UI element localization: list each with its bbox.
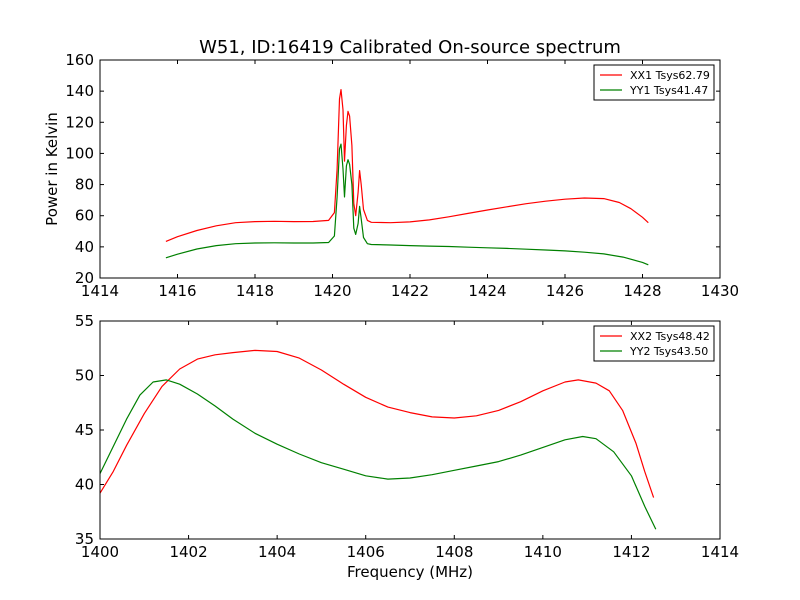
x-tick-label: 1428 [623, 282, 661, 300]
y-tick-label: 100 [65, 144, 94, 162]
legend-entry: YY2 Tsys43.50 [629, 345, 708, 358]
y-tick-label: 60 [75, 207, 94, 225]
lower-subplot: 1400 1402 1404 1406 1408 1410 1412 1414 35 40 45 50… [75, 312, 739, 581]
chart-title: W51, ID:16419 Calibrated On-source spect… [199, 37, 621, 58]
x-tick-label: 1414 [701, 543, 739, 561]
legend-entry: YY1 Tsys41.47 [629, 84, 708, 97]
y-tick-label: 80 [75, 176, 94, 194]
x-tick-label: 1404 [258, 543, 296, 561]
x-tick-label: 1418 [236, 282, 274, 300]
upper-subplot: 1414 1416 1418 1420 1422 1424 1426 1428 1430 20 40… [43, 51, 739, 300]
y-tick-label: 55 [75, 312, 94, 330]
y-tick-label: 35 [75, 530, 94, 548]
x-tick-label: 1422 [391, 282, 429, 300]
y-tick-label: 50 [75, 367, 94, 385]
series-line-yy-1 [165, 143, 649, 266]
y-tick-label: 140 [65, 82, 94, 100]
y-tick-label: 160 [65, 51, 94, 69]
series-line-xx-1 [165, 89, 649, 242]
legend-box [593, 64, 715, 101]
x-tick-label: 1420 [313, 282, 351, 300]
y-tick-label: 40 [75, 238, 94, 256]
legend-entry: XX1 Tsys62.79 [630, 69, 710, 82]
x-tick-label: 1410 [524, 543, 562, 561]
legend-entry: XX2 Tsys48.42 [630, 330, 710, 343]
x-axis-label: Frequency (MHz) [347, 563, 473, 581]
x-tick-label: 1416 [158, 282, 196, 300]
x-tick-label: 1424 [468, 282, 506, 300]
series-line-xx-2 [99, 349, 655, 498]
y-tick-label: 40 [75, 476, 94, 494]
legend: XX1 Tsys62.79 YY1 Tsys41.47 [593, 64, 715, 101]
legend: XX2 Tsys48.42 YY2 Tsys43.50 [593, 325, 715, 362]
x-tick-label: 1400 [81, 543, 119, 561]
x-tick-label: 1408 [435, 543, 473, 561]
y-tick-label: 20 [75, 269, 94, 287]
series-line-yy-2 [99, 379, 657, 530]
y-tick-label: 120 [65, 113, 94, 131]
x-tick-label: 1414 [81, 282, 119, 300]
y-tick-label: 45 [75, 421, 94, 439]
x-tick-label: 1412 [612, 543, 650, 561]
x-tick-label: 1406 [347, 543, 385, 561]
x-tick-label: 1426 [546, 282, 584, 300]
legend-box [593, 325, 715, 362]
x-tick-label: 1430 [701, 282, 739, 300]
y-axis-label: Power in Kelvin [43, 112, 61, 226]
x-tick-label: 1402 [169, 543, 207, 561]
